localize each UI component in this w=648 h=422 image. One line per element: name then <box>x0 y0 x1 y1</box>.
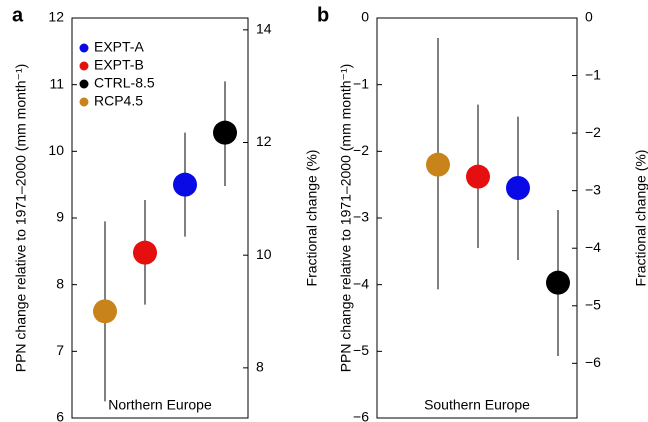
panel-label: b <box>317 4 329 26</box>
y2-tick-label: 0 <box>585 9 593 25</box>
y-tick-label: 0 <box>361 9 369 25</box>
y-tick-label: 8 <box>56 275 64 291</box>
y-tick-label: −6 <box>353 409 369 422</box>
y-tick-label: −2 <box>353 142 369 158</box>
y2-tick-label: −3 <box>585 181 601 197</box>
y-axis-label: PPN change relative to 1971–2000 (mm mon… <box>338 64 354 373</box>
point <box>173 172 197 197</box>
legend-marker <box>79 79 89 89</box>
y2-tick-label: 12 <box>256 133 272 149</box>
point <box>426 152 450 177</box>
legend-label: CTRL-8.5 <box>94 75 155 91</box>
point <box>506 176 530 200</box>
y-tick-label: 9 <box>56 209 64 225</box>
y-tick-label: −4 <box>353 275 369 291</box>
panel-title: Northern Europe <box>108 397 212 413</box>
y-tick-label: 6 <box>56 409 64 422</box>
y2-tick-label: −2 <box>585 124 601 140</box>
point <box>213 120 237 145</box>
point <box>546 270 570 295</box>
y2-tick-label: 10 <box>256 246 272 262</box>
y2-tick-label: 14 <box>256 21 272 37</box>
point <box>133 240 157 265</box>
y-tick-label: 11 <box>49 75 64 91</box>
legend-marker <box>79 43 89 53</box>
y-tick-label: 7 <box>56 342 64 358</box>
y2-axis-label: Fractional change (%) <box>304 150 320 287</box>
panel-title: Southern Europe <box>424 397 530 413</box>
legend-label: EXPT-A <box>94 39 144 55</box>
legend-label: EXPT-B <box>94 57 144 73</box>
y2-tick-label: 8 <box>256 359 264 375</box>
y2-axis-label: Fractional change (%) <box>633 150 648 287</box>
y-tick-label: −1 <box>353 75 369 91</box>
y2-tick-label: −5 <box>585 296 601 312</box>
y2-tick-label: −4 <box>585 239 601 255</box>
point <box>93 299 117 324</box>
point <box>466 164 490 189</box>
y2-tick-label: −6 <box>585 354 601 370</box>
legend-label: RCP4.5 <box>94 93 143 109</box>
panel-label: a <box>12 4 24 26</box>
legend-marker <box>79 61 89 71</box>
y-tick-label: −5 <box>353 342 369 358</box>
y-tick-label: 10 <box>48 142 64 158</box>
legend-marker <box>79 97 89 107</box>
y2-tick-label: −1 <box>585 66 601 82</box>
y-axis-label: PPN change relative to 1971–2000 (mm mon… <box>13 64 29 373</box>
plot-frame <box>376 17 578 419</box>
y-tick-label: 12 <box>48 9 64 25</box>
y-tick-label: −3 <box>353 209 369 225</box>
